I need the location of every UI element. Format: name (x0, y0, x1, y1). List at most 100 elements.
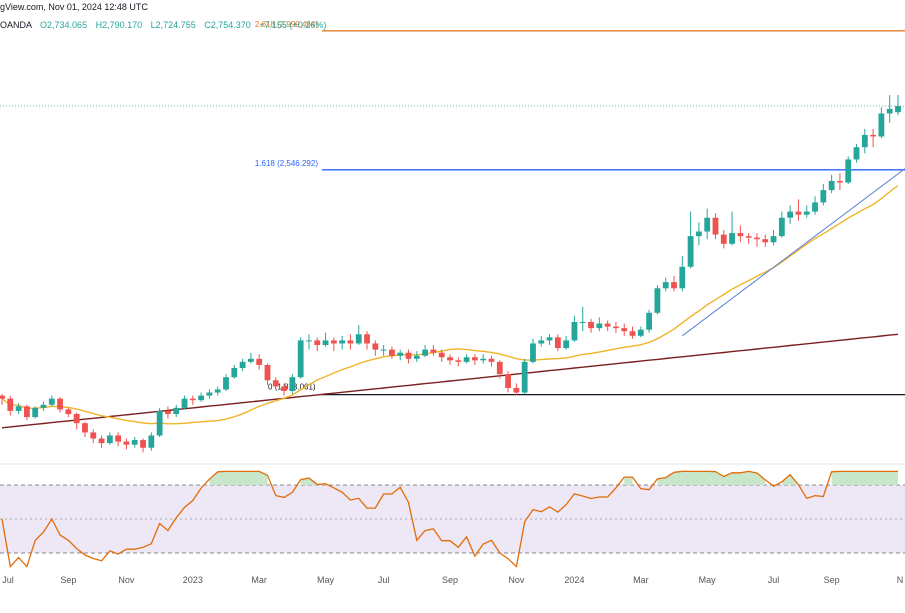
candle[interactable] (538, 335, 545, 347)
candle[interactable] (264, 363, 271, 385)
candle[interactable] (787, 205, 794, 224)
oscillator-line[interactable] (1, 470, 898, 569)
candle[interactable] (554, 334, 561, 352)
candle[interactable] (48, 395, 55, 407)
candle[interactable] (870, 128, 877, 148)
candle[interactable] (845, 156, 852, 184)
candle[interactable] (330, 337, 337, 352)
candle[interactable] (206, 389, 213, 399)
candle[interactable] (820, 184, 827, 206)
candle[interactable] (563, 335, 570, 350)
candle[interactable] (231, 364, 238, 379)
candle[interactable] (0, 394, 5, 405)
candle[interactable] (745, 233, 752, 244)
candle[interactable] (588, 318, 594, 333)
candle[interactable] (7, 395, 14, 416)
candle[interactable] (720, 230, 727, 249)
candle[interactable] (272, 377, 279, 390)
candle[interactable] (148, 432, 155, 451)
candle[interactable] (181, 395, 188, 410)
candle[interactable] (57, 397, 63, 413)
candle[interactable] (505, 371, 511, 393)
candle[interactable] (239, 358, 246, 372)
candle[interactable] (471, 354, 478, 365)
candle[interactable] (878, 107, 885, 138)
candle[interactable] (463, 354, 470, 364)
candle[interactable] (198, 392, 205, 402)
candle[interactable] (40, 401, 47, 411)
candle[interactable] (140, 438, 146, 453)
candle[interactable] (886, 95, 893, 123)
candle[interactable] (496, 360, 503, 379)
candle[interactable] (704, 208, 711, 240)
candle[interactable] (679, 256, 686, 292)
candle[interactable] (621, 323, 628, 336)
candle[interactable] (247, 352, 254, 364)
candle[interactable] (281, 383, 287, 396)
candle[interactable] (82, 421, 88, 437)
candle[interactable] (156, 407, 163, 437)
candle[interactable] (646, 309, 653, 333)
candle[interactable] (189, 395, 196, 405)
candle[interactable] (256, 354, 263, 370)
candle[interactable] (604, 320, 611, 332)
candle[interactable] (339, 335, 346, 350)
candle[interactable] (629, 326, 636, 339)
candle[interactable] (32, 406, 39, 419)
candle[interactable] (165, 406, 171, 419)
candle[interactable] (380, 345, 387, 356)
candle[interactable] (795, 199, 802, 221)
candle[interactable] (671, 276, 677, 292)
candle[interactable] (853, 144, 860, 163)
candle[interactable] (662, 277, 669, 292)
candle[interactable] (173, 404, 180, 418)
candle[interactable] (837, 173, 843, 191)
candle[interactable] (455, 357, 462, 367)
candle[interactable] (322, 332, 329, 347)
candle[interactable] (729, 211, 735, 246)
candle[interactable] (389, 346, 395, 359)
candle[interactable] (397, 349, 404, 361)
candle[interactable] (521, 358, 528, 395)
candle[interactable] (546, 334, 553, 345)
candle[interactable] (355, 325, 362, 345)
candle[interactable] (654, 285, 661, 315)
trendline[interactable] (681, 168, 905, 337)
candle[interactable] (214, 386, 221, 396)
candle[interactable] (131, 437, 138, 448)
candle[interactable] (530, 338, 536, 364)
candle[interactable] (480, 354, 487, 364)
candle[interactable] (579, 306, 586, 332)
candle[interactable] (364, 331, 370, 350)
candle[interactable] (754, 233, 760, 247)
candle[interactable] (438, 349, 445, 362)
candle[interactable] (422, 345, 429, 358)
candle[interactable] (637, 326, 644, 338)
candle[interactable] (687, 211, 694, 269)
candle[interactable] (828, 174, 835, 194)
candle[interactable] (778, 211, 785, 238)
candle[interactable] (413, 351, 420, 362)
candle[interactable] (712, 213, 719, 240)
candle[interactable] (106, 432, 113, 445)
candle[interactable] (65, 407, 72, 418)
candle[interactable] (488, 355, 495, 367)
candle[interactable] (447, 354, 453, 365)
candle[interactable] (297, 337, 304, 379)
candle[interactable] (737, 225, 744, 243)
candle[interactable] (513, 383, 520, 396)
candle[interactable] (861, 128, 868, 154)
candle-series[interactable] (0, 95, 901, 453)
candle[interactable] (613, 322, 619, 333)
candle[interactable] (289, 374, 296, 395)
candle[interactable] (306, 334, 312, 350)
candle[interactable] (73, 412, 80, 430)
candle[interactable] (695, 222, 702, 246)
candle[interactable] (347, 334, 354, 350)
candle[interactable] (115, 432, 122, 447)
candle[interactable] (762, 234, 769, 247)
candle[interactable] (223, 374, 229, 391)
candle[interactable] (15, 403, 22, 414)
candle[interactable] (372, 340, 379, 356)
candle[interactable] (770, 230, 777, 246)
